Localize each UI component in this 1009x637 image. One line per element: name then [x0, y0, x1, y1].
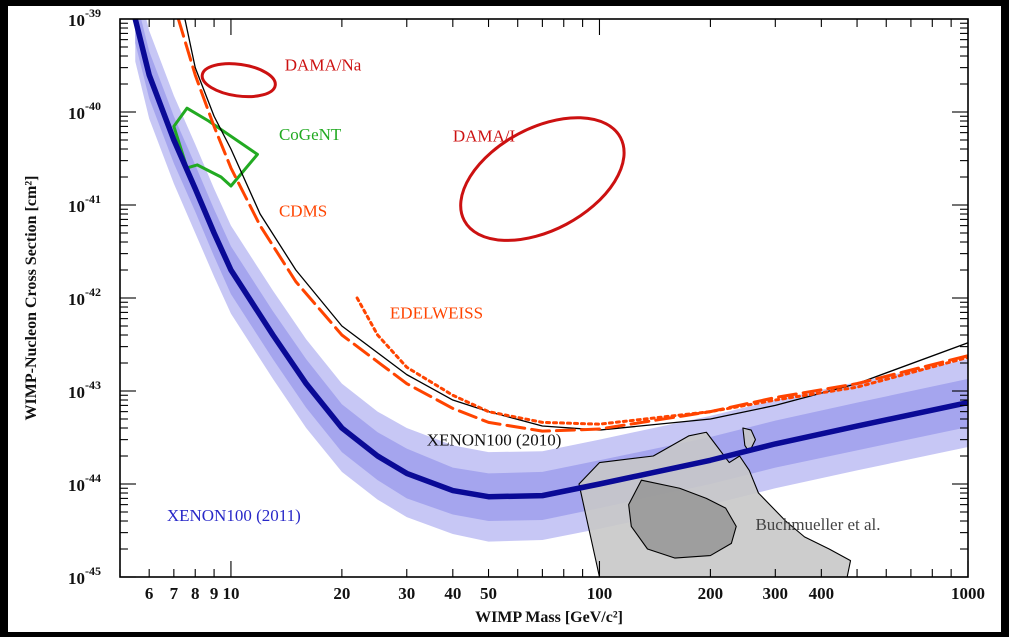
curve-xenon100-2011 [132, 19, 968, 500]
label-xenon100-2010: XENON100 (2010) [427, 430, 562, 449]
y-tick-label: 10-42 [68, 285, 101, 309]
x-tick-label: 1000 [951, 584, 985, 603]
y-tick-label: 10-43 [68, 378, 101, 402]
x-tick-label: 20 [333, 584, 350, 603]
x-tick-label: 400 [809, 584, 835, 603]
x-tick-label: 6 [145, 584, 154, 603]
x-tick-label: 40 [444, 584, 461, 603]
y-tick-label: 10-44 [68, 471, 101, 495]
y-tick-label: 10-39 [68, 6, 101, 30]
region-cogent [172, 106, 259, 188]
region-contour-5 [742, 427, 756, 453]
label-cogent: CoGeNT [279, 125, 342, 144]
x-tick-label: 300 [763, 584, 789, 603]
x-tick-label: 50 [480, 584, 497, 603]
y-tick-label: 10-40 [68, 99, 101, 123]
region-contour-4 [628, 479, 737, 559]
x-tick-label: 10 [222, 584, 239, 603]
label-dama-na: DAMA/Na [285, 55, 362, 74]
x-axis-label: WIMP Mass [GeV/c²] [475, 609, 623, 626]
x-tick-label: 100 [587, 584, 613, 603]
x-tick-label: 8 [191, 584, 200, 603]
y-tick-label: 10-45 [68, 564, 101, 588]
x-tick-label: 30 [398, 584, 415, 603]
axis-ticks [119, 19, 969, 578]
xenon100-2011-2sigma-band [135, 19, 968, 542]
curve-edelweiss [355, 296, 968, 426]
plot-area [132, 19, 968, 577]
label-dama-i: DAMA/I [453, 127, 516, 146]
x-tick-label: 200 [698, 584, 724, 603]
label-xenon100-2011: XENON100 (2011) [167, 506, 301, 525]
plot-panel: 10-39 10-40 10-41 10-42 10-43 10-44 10-45 6 7 8 9 1… [8, 6, 1001, 632]
label-buchmueller-et-al: Buchmueller et al. [755, 515, 880, 534]
label-edelweiss: EDELWEISS [390, 304, 483, 323]
y-tick-label: 10-41 [68, 192, 101, 216]
x-tick-label: 9 [210, 584, 219, 603]
y-axis-label: WIMP-Nucleon Cross Section [cm²] [23, 176, 40, 421]
label-cdms: CDMS [279, 202, 327, 221]
x-tick-label: 7 [170, 584, 179, 603]
curve-xenon100-2010 [184, 19, 968, 431]
region-dama-i [459, 116, 626, 242]
region-dama-na [200, 62, 277, 99]
